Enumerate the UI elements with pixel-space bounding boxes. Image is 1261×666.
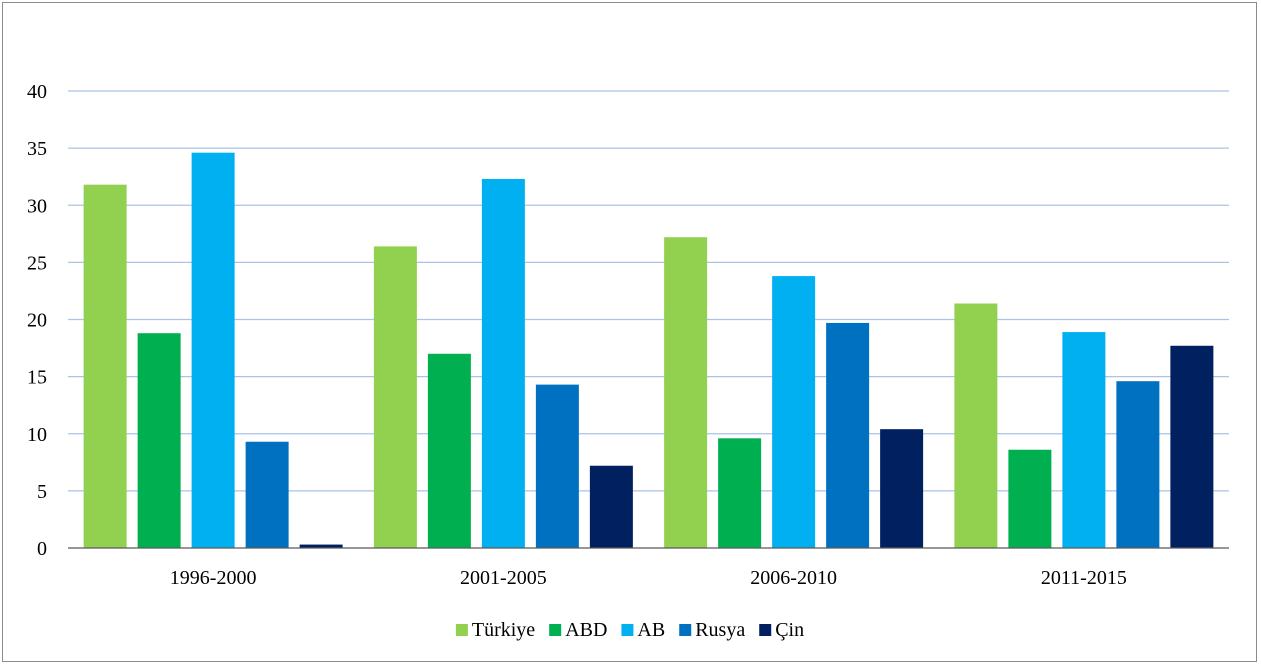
legend-swatch [759, 624, 772, 636]
y-tick-label: 5 [37, 481, 47, 503]
legend-label: AB [637, 619, 665, 641]
y-tick-label: 15 [27, 367, 47, 389]
bars [83, 152, 1214, 549]
legend-item: AB [621, 619, 665, 641]
x-tick-label: 2011-2015 [1041, 567, 1127, 589]
legend-label: Rusya [695, 619, 745, 641]
axes: 0 5 10 15 20 25 30 35 40 1996-2000 2001-2005 2006-2… [27, 81, 1229, 589]
legend: Türkiye ABD AB Rusya Çin [455, 619, 804, 641]
legend-label: ABD [565, 619, 607, 641]
legend-item: ABD [549, 619, 607, 641]
bar-Türkiye-2006-2010 [664, 237, 708, 549]
bar-Çin-2006-2010 [880, 429, 924, 548]
y-tick-label: 40 [27, 81, 47, 103]
y-tick-label: 0 [37, 538, 47, 560]
legend-label: Çin [775, 619, 804, 641]
bar-Rusya-2001-2005 [535, 384, 579, 548]
y-tick-label: 25 [27, 252, 47, 274]
y-tick-label: 20 [27, 310, 47, 332]
bar-ABD-2001-2005 [427, 353, 471, 548]
y-tick-label: 30 [27, 195, 47, 217]
legend-item: Çin [759, 619, 804, 641]
bar-Çin-2001-2005 [589, 465, 633, 548]
bar-Türkiye-2011-2015 [954, 303, 998, 548]
bar-Türkiye-1996-2000 [83, 184, 127, 548]
bar-AB-2001-2005 [481, 178, 525, 548]
y-tick-label: 10 [27, 424, 47, 446]
legend-swatch [549, 624, 562, 636]
bar-Rusya-2006-2010 [826, 322, 870, 548]
gridlines [68, 90, 1229, 492]
legend-swatch [679, 624, 692, 636]
x-tick-label: 2001-2005 [460, 567, 547, 589]
bar-ABD-2011-2015 [1008, 449, 1052, 548]
legend-item: Türkiye [455, 619, 535, 641]
legend-label: Türkiye [472, 619, 535, 641]
x-tick-label: 2006-2010 [750, 567, 837, 589]
bar-AB-2011-2015 [1062, 332, 1106, 548]
bar-ABD-2006-2010 [718, 438, 762, 548]
legend-item: Rusya [679, 619, 745, 641]
bar-Rusya-1996-2000 [245, 441, 289, 548]
bar-Çin-1996-2000 [299, 544, 343, 548]
bar-Türkiye-2001-2005 [373, 246, 417, 548]
bar-Rusya-2011-2015 [1116, 381, 1160, 548]
y-tick-label: 35 [27, 138, 47, 160]
bar-AB-2006-2010 [772, 276, 816, 548]
legend-swatch [621, 624, 634, 636]
bar-AB-1996-2000 [191, 152, 235, 548]
legend-swatch [455, 624, 468, 636]
x-tick-label: 1996-2000 [170, 567, 257, 589]
bar-Çin-2011-2015 [1170, 345, 1214, 548]
bar-ABD-1996-2000 [137, 333, 181, 548]
